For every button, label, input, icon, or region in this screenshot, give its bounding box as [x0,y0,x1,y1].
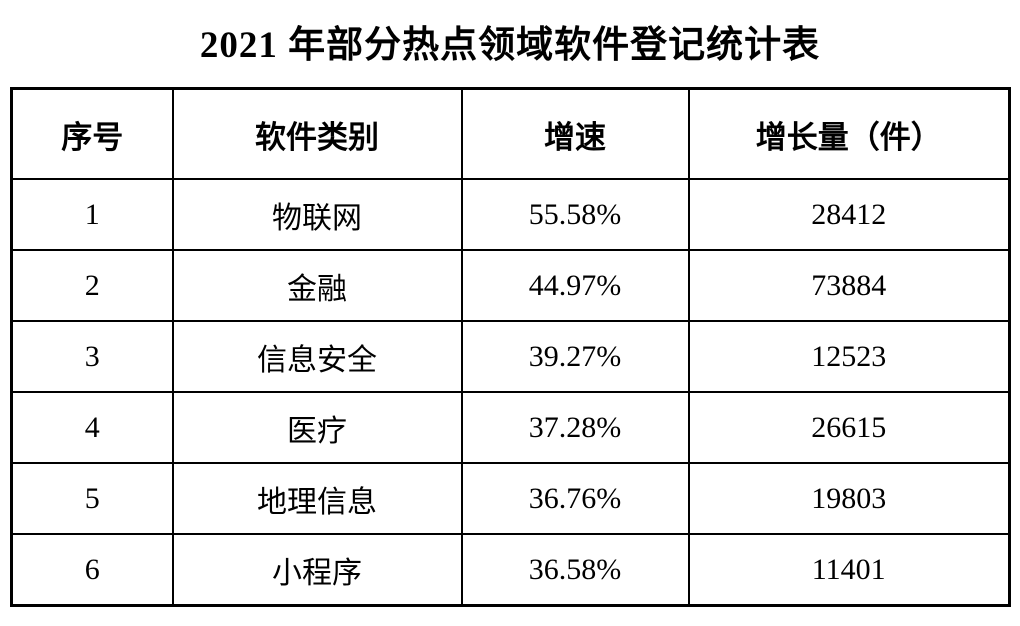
table-row: 2 金融 44.97% 73884 [10,249,1011,322]
column-header-growth-rate: 增速 [460,87,690,180]
cell-growth-rate: 36.76% [460,462,690,535]
cell-growth-rate: 37.28% [460,391,690,464]
table-header-row: 序号 软件类别 增速 增长量（件） [10,87,1011,180]
table-header: 序号 软件类别 增速 增长量（件） [10,87,1011,180]
table-row: 1 物联网 55.58% 28412 [10,178,1011,251]
cell-index: 4 [10,391,174,464]
cell-index: 3 [10,320,174,393]
cell-index: 5 [10,462,174,535]
cell-growth-amount: 12523 [687,320,1011,393]
cell-category: 信息安全 [171,320,463,393]
cell-growth-amount: 19803 [687,462,1011,535]
cell-category: 医疗 [171,391,463,464]
table-row: 3 信息安全 39.27% 12523 [10,320,1011,393]
cell-growth-rate: 44.97% [460,249,690,322]
cell-growth-rate: 55.58% [460,178,690,251]
table-row: 4 医疗 37.28% 26615 [10,391,1011,464]
cell-growth-rate: 36.58% [460,533,690,607]
cell-category: 地理信息 [171,462,463,535]
cell-growth-amount: 11401 [687,533,1011,607]
column-header-index: 序号 [10,87,174,180]
cell-index: 2 [10,249,174,322]
cell-index: 6 [10,533,174,607]
cell-growth-amount: 26615 [687,391,1011,464]
cell-category: 小程序 [171,533,463,607]
cell-category: 物联网 [171,178,463,251]
column-header-category: 软件类别 [171,87,463,180]
table-row: 5 地理信息 36.76% 19803 [10,462,1011,535]
statistics-table: 序号 软件类别 增速 增长量（件） 1 物联网 55.58% 28412 2 金融 44.9… [10,87,1011,607]
cell-growth-rate: 39.27% [460,320,690,393]
table-row: 6 小程序 36.58% 11401 [10,533,1011,607]
page-title: 2021 年部分热点领域软件登记统计表 [199,25,821,66]
cell-category: 金融 [171,249,463,322]
cell-growth-amount: 28412 [687,178,1011,251]
cell-growth-amount: 73884 [687,249,1011,322]
column-header-growth-amount: 增长量（件） [687,87,1011,180]
table-body: 1 物联网 55.58% 28412 2 金融 44.97% 73884 3 信息安全 39.27%… [10,178,1011,607]
cell-index: 1 [10,178,174,251]
